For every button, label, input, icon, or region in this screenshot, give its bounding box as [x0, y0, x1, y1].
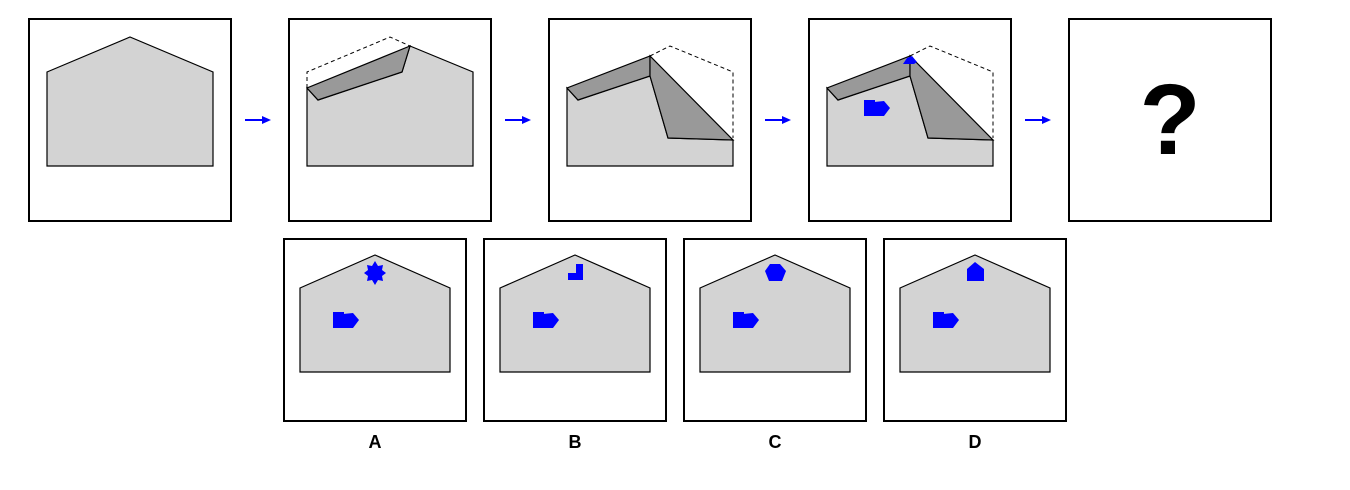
arrow-icon	[505, 115, 531, 125]
paper-shape	[47, 37, 213, 166]
sequence-panel-4	[808, 18, 1012, 222]
option-b-panel[interactable]	[483, 238, 667, 422]
option-d-panel[interactable]	[883, 238, 1067, 422]
arrow-icon	[1025, 115, 1051, 125]
paper-shape	[500, 255, 650, 372]
option-b-label: B	[555, 432, 595, 453]
sequence-panel-1	[28, 18, 232, 222]
option-c-panel[interactable]	[683, 238, 867, 422]
option-c-label: C	[755, 432, 795, 453]
sequence-panel-3	[548, 18, 752, 222]
question-mark: ?	[1070, 20, 1270, 220]
arrow-icon	[765, 115, 791, 125]
sequence-panel-2	[288, 18, 492, 222]
arrow-icon	[245, 115, 271, 125]
question-panel: ?	[1068, 18, 1272, 222]
option-d-label: D	[955, 432, 995, 453]
option-a-label: A	[355, 432, 395, 453]
option-a-panel[interactable]	[283, 238, 467, 422]
